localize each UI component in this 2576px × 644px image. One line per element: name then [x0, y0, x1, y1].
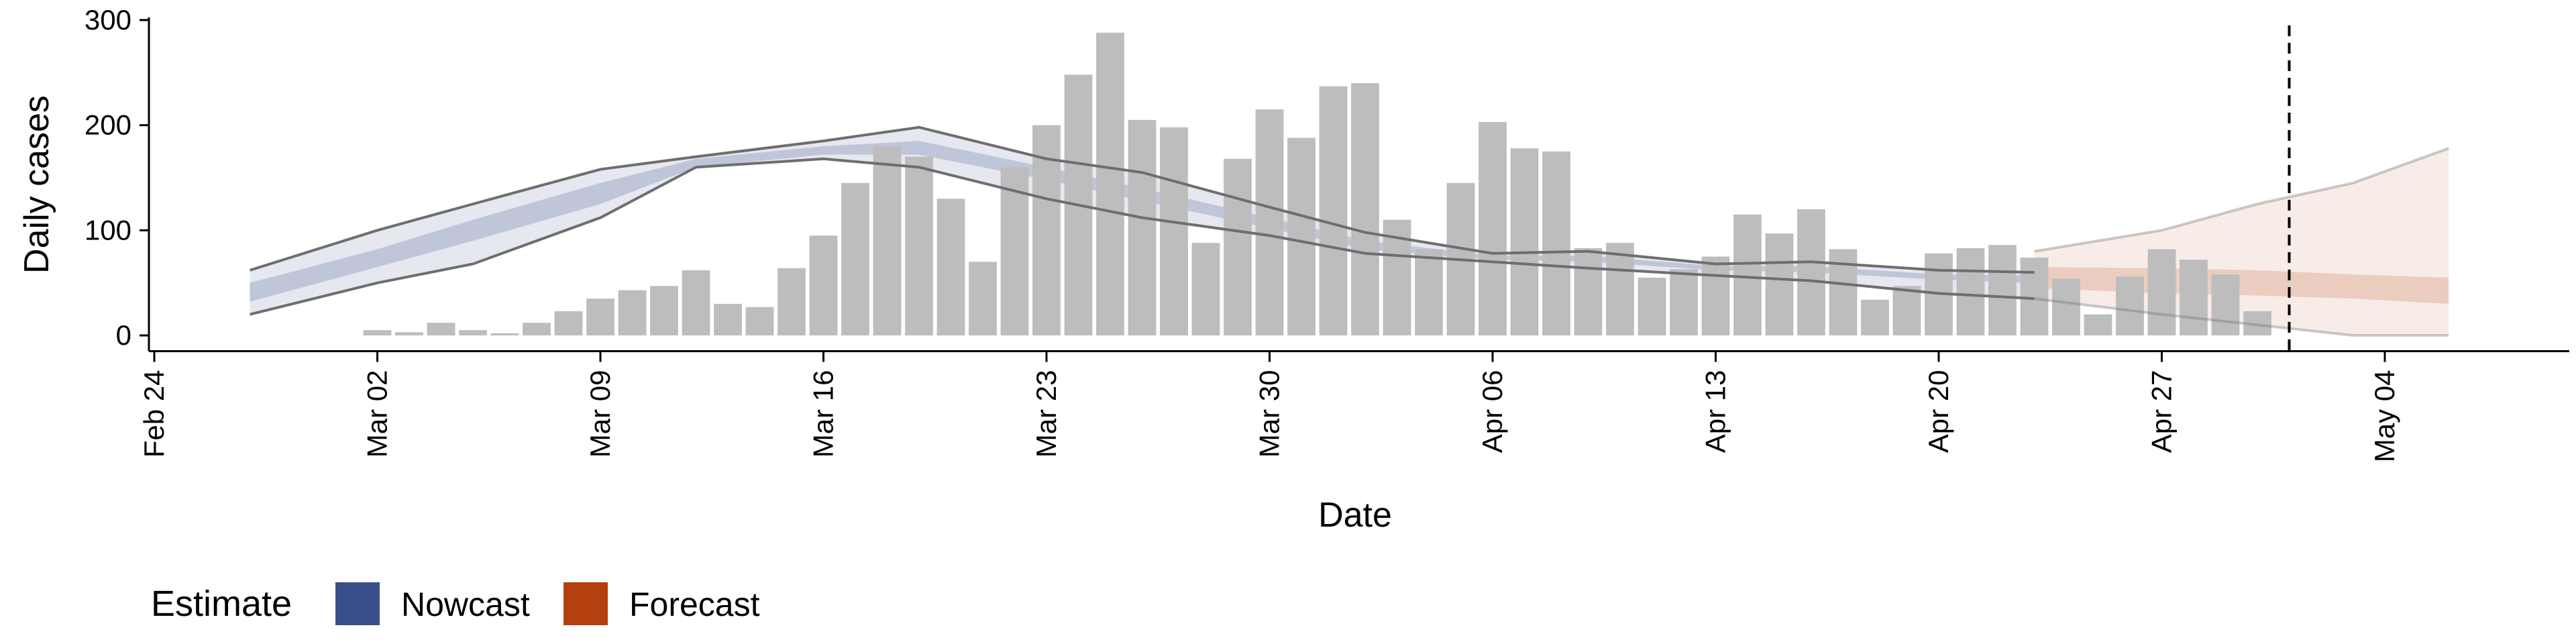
observed-bar [1701, 256, 1730, 335]
observed-bar [2147, 249, 2176, 335]
observed-bar [1287, 138, 1316, 336]
x-axis-title: Date [1318, 496, 1392, 535]
observed-bar [395, 332, 423, 335]
legend-swatch-forecast [564, 582, 608, 625]
observed-bar [2211, 274, 2240, 335]
observed-bar [1351, 83, 1379, 336]
observed-bar [969, 262, 997, 335]
y-axis-title: Daily cases [17, 95, 56, 274]
observed-bar [682, 270, 710, 335]
observed-bar [554, 311, 583, 335]
observed-bar [1479, 121, 1507, 336]
observed-bar [2116, 276, 2144, 335]
observed-bar [777, 268, 806, 335]
observed-bar [427, 323, 455, 335]
observed-bar [523, 323, 551, 335]
y-tick-label: 200 [85, 109, 131, 141]
observed-bar [650, 286, 678, 335]
observed-bar [1415, 249, 1443, 335]
x-tick-label: Mar 23 [1030, 370, 1062, 458]
x-tick-label: Feb 24 [138, 370, 170, 458]
forecast-lower-line [2034, 297, 2449, 337]
legend: Estimate Nowcast Forecast [151, 582, 760, 625]
x-tick-label: Apr 13 [1700, 370, 1731, 453]
axes: 0 100 200 300 Feb 24 Mar 02 Mar 09 Mar 16 Mar 2… [85, 4, 2569, 462]
legend-label-forecast: Forecast [629, 586, 760, 623]
observed-bar [2243, 311, 2271, 335]
x-tick-label: Apr 27 [2146, 370, 2178, 453]
y-tick-label: 300 [85, 4, 131, 36]
x-tick-label: Mar 16 [808, 370, 839, 458]
x-tick-label: Apr 06 [1477, 370, 1508, 453]
legend-label-nowcast: Nowcast [401, 586, 530, 623]
y-tick-label: 100 [85, 214, 131, 246]
observed-bar [2052, 278, 2080, 335]
observed-bar [1638, 277, 1666, 335]
x-tick-label: Apr 20 [1923, 370, 1954, 453]
observed-bar [1160, 127, 1188, 335]
observed-bar [841, 182, 869, 335]
observed-bar [1765, 233, 1794, 335]
x-tick-label: Mar 09 [584, 370, 616, 458]
observed-bar [1319, 86, 1348, 335]
nowcast-upper-line [249, 125, 2035, 274]
observed-bar [1096, 32, 1124, 335]
observed-bar [936, 199, 965, 335]
observed-bar [2020, 258, 2049, 335]
estimate-bound-lines [249, 125, 2449, 337]
y-ticks: 0 100 200 300 [85, 4, 149, 351]
legend-title: Estimate [151, 584, 292, 624]
observed-bar [714, 303, 742, 335]
observed-bar [1988, 245, 2017, 335]
observed-bar [2084, 314, 2112, 335]
observed-bar [873, 146, 902, 335]
observed-bar [363, 330, 392, 335]
observed-bar [586, 299, 614, 335]
observed-bars [363, 32, 2271, 336]
observed-bar [1224, 158, 1252, 335]
nowcast-lower-line [250, 157, 2035, 316]
observed-bar [1128, 119, 1157, 335]
observed-bar [1797, 209, 1825, 335]
observed-bar [1861, 299, 1889, 335]
observed-bar [2180, 260, 2208, 335]
observed-bar [905, 156, 933, 336]
y-tick-label: 0 [116, 319, 131, 351]
observed-bar [1191, 243, 1220, 335]
observed-bar [1606, 243, 1634, 335]
observed-bar [490, 333, 519, 335]
observed-bar [1255, 109, 1284, 335]
observed-bar [1574, 248, 1603, 335]
observed-bar [1956, 248, 1985, 335]
observed-bar [1510, 148, 1539, 335]
observed-bar [809, 235, 838, 335]
observed-bar [1542, 151, 1570, 335]
observed-bar [1000, 167, 1029, 335]
legend-swatch-nowcast [335, 582, 380, 625]
forecast-inner-band [2034, 267, 2449, 304]
observed-bar [1670, 269, 1698, 335]
observed-bar [745, 307, 774, 335]
observed-bar [1733, 214, 1762, 335]
observed-bar [459, 330, 487, 335]
x-tick-label: May 04 [2369, 370, 2400, 463]
x-ticks: Feb 24 Mar 02 Mar 09 Mar 16 Mar 23 Mar 30 Apr … [138, 351, 2400, 463]
x-tick-label: Mar 30 [1254, 370, 1285, 458]
observed-bar [618, 290, 647, 335]
observed-bar [1892, 286, 1921, 335]
x-tick-label: Mar 02 [362, 370, 393, 458]
forecast-upper-line [2034, 147, 2449, 253]
